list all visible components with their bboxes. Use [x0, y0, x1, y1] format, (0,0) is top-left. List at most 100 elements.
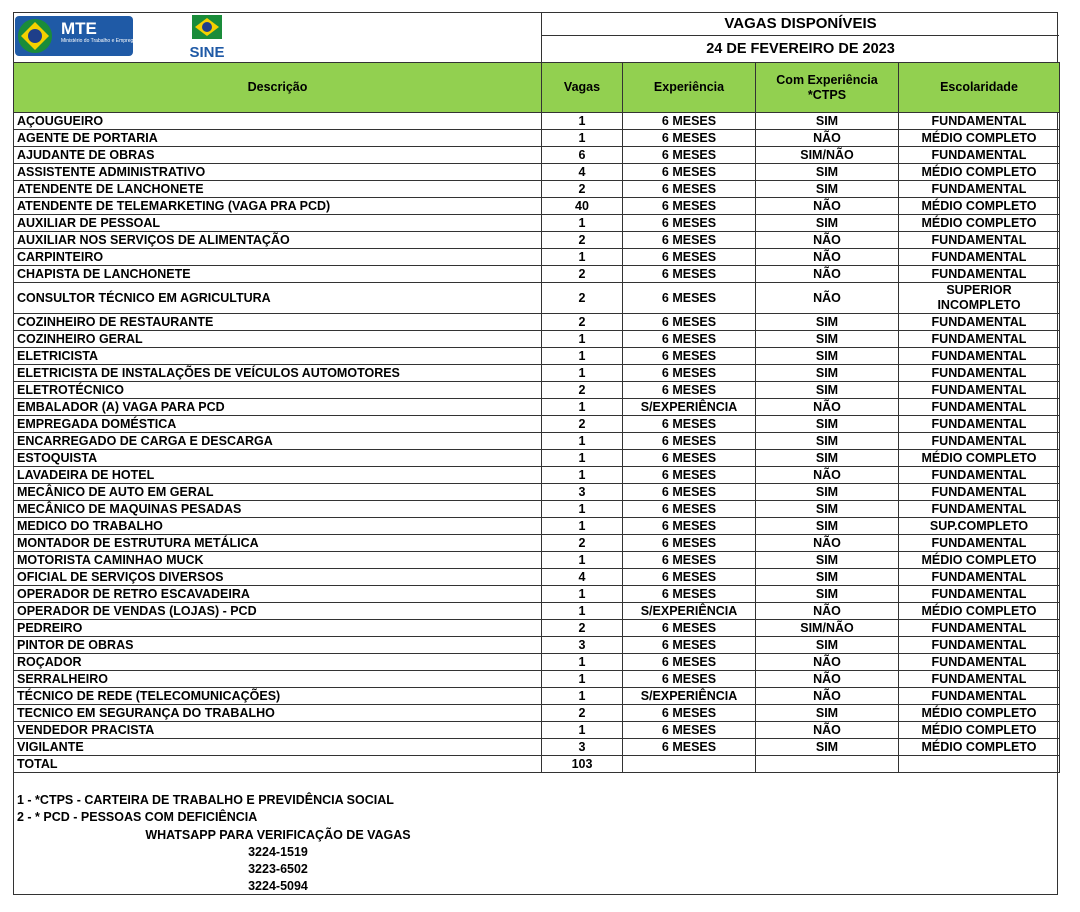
table-cell: 6 MESES	[622, 129, 756, 147]
table-cell: FUNDAMENTAL	[898, 483, 1060, 501]
table-row: ELETRICISTA 1 6 MESES SIM FUNDAMENTAL	[13, 347, 1060, 365]
table-cell: MECÂNICO DE AUTO EM GERAL	[13, 483, 542, 501]
table-cell: 2	[541, 313, 623, 331]
table-cell: FUNDAMENTAL	[898, 231, 1060, 249]
table-cell: 6 MESES	[622, 432, 756, 450]
table-cell: SIM	[755, 364, 899, 382]
empty-cell	[755, 755, 899, 773]
table-cell: 6 MESES	[622, 738, 756, 756]
table-cell: SIM	[755, 347, 899, 365]
table-cell: 6 MESES	[622, 265, 756, 283]
table-cell: FUNDAMENTAL	[898, 500, 1060, 518]
table-cell: 1	[541, 670, 623, 688]
table-cell: MÉDIO COMPLETO	[898, 197, 1060, 215]
table-cell: 1	[541, 347, 623, 365]
table-cell: SUPERIOR INCOMPLETO	[898, 282, 1060, 314]
table-cell: SIM	[755, 214, 899, 232]
table-cell: FUNDAMENTAL	[898, 265, 1060, 283]
table-row: PINTOR DE OBRAS 3 6 MESES SIM FUNDAMENTAL	[13, 636, 1060, 654]
table-cell: 6 MESES	[622, 619, 756, 637]
table-cell: OPERADOR DE VENDAS (LOJAS) - PCD	[13, 602, 542, 620]
table-cell: AÇOUGUEIRO	[13, 112, 542, 130]
table-cell: CARPINTEIRO	[13, 248, 542, 266]
table-cell: SIM	[755, 568, 899, 586]
table-row: OPERADOR DE VENDAS (LOJAS) - PCD 1 S/EXPER…	[13, 602, 1060, 620]
sine-text: SINE	[189, 44, 224, 61]
table-cell: OFICIAL DE SERVIÇOS DIVERSOS	[13, 568, 542, 586]
table-cell: 6 MESES	[622, 347, 756, 365]
table-cell: 6 MESES	[622, 248, 756, 266]
table-cell: MÉDIO COMPLETO	[898, 163, 1060, 181]
table-cell: LAVADEIRA DE HOTEL	[13, 466, 542, 484]
column-header: Experiência	[622, 62, 756, 113]
table-cell: TECNICO EM SEGURANÇA DO TRABALHO	[13, 704, 542, 722]
table-cell: ATENDENTE DE LANCHONETE	[13, 180, 542, 198]
table-cell: MÉDIO COMPLETO	[898, 214, 1060, 232]
table-cell: 4	[541, 568, 623, 586]
table-row: ATENDENTE DE TELEMARKETING (VAGA PRA PCD…	[13, 197, 1060, 215]
table-cell: FUNDAMENTAL	[898, 313, 1060, 331]
table-row: CONSULTOR TÉCNICO EM AGRICULTURA 2 6 MESES…	[13, 282, 1060, 314]
table-cell: NÃO	[755, 721, 899, 739]
column-header: Com Experiência *CTPS	[755, 62, 899, 113]
table-row: AJUDANTE DE OBRAS 6 6 MESES SIM/NÃO FUNDAMEN…	[13, 146, 1060, 164]
table-cell: SIM	[755, 704, 899, 722]
table-cell: FUNDAMENTAL	[898, 568, 1060, 586]
table-cell: ELETROTÉCNICO	[13, 381, 542, 399]
mte-acronym: MTE	[61, 19, 97, 38]
jobs-table: Descrição Vagas Experiência Com Experiência…	[13, 62, 1060, 773]
table-row: MECÂNICO DE MAQUINAS PESADAS 1 6 MESES SIM F…	[13, 500, 1060, 518]
table-row: TÉCNICO DE REDE (TELECOMUNICAÇÕES) 1 S/EXP…	[13, 687, 1060, 705]
table-cell: FUNDAMENTAL	[898, 180, 1060, 198]
table-cell: 1	[541, 517, 623, 535]
table-cell: NÃO	[755, 653, 899, 671]
table-cell: 6 MESES	[622, 449, 756, 467]
table-cell: 6 MESES	[622, 585, 756, 603]
table-cell: ENCARREGADO DE CARGA E DESCARGA	[13, 432, 542, 450]
table-cell: 6 MESES	[622, 653, 756, 671]
table-cell: 6 MESES	[622, 517, 756, 535]
table-cell: 1	[541, 248, 623, 266]
table-cell: FUNDAMENTAL	[898, 415, 1060, 433]
table-row: COZINHEIRO GERAL 1 6 MESES SIM FUNDAMENTAL	[13, 330, 1060, 348]
table-row: ATENDENTE DE LANCHONETE 2 6 MESES SIM FUNDAM…	[13, 180, 1060, 198]
table-cell: 6 MESES	[622, 704, 756, 722]
table-cell: 6 MESES	[622, 568, 756, 586]
table-cell: NÃO	[755, 265, 899, 283]
table-cell: FUNDAMENTAL	[898, 670, 1060, 688]
table-cell: 6 MESES	[622, 197, 756, 215]
table-cell: NÃO	[755, 670, 899, 688]
table-cell: ELETRICISTA	[13, 347, 542, 365]
table-row: AUXILIAR NOS SERVIÇOS DE ALIMENTAÇÃO 2 6 M…	[13, 231, 1060, 249]
table-cell: 1	[541, 449, 623, 467]
table-cell: 1	[541, 432, 623, 450]
table-cell: NÃO	[755, 534, 899, 552]
table-row: ENCARREGADO DE CARGA E DESCARGA 1 6 MESES S…	[13, 432, 1060, 450]
mte-logo: MTE Ministério do Trabalho e Emprego	[15, 16, 136, 56]
table-cell: NÃO	[755, 129, 899, 147]
table-row: ROÇADOR 1 6 MESES NÃO FUNDAMENTAL	[13, 653, 1060, 671]
table-cell: MOTORISTA CAMINHAO MUCK	[13, 551, 542, 569]
table-row: MONTADOR DE ESTRUTURA METÁLICA 2 6 MESES NÃ…	[13, 534, 1060, 552]
table-cell: SERRALHEIRO	[13, 670, 542, 688]
table-cell: 6 MESES	[622, 214, 756, 232]
table-cell: 1	[541, 398, 623, 416]
empty-cell	[622, 755, 756, 773]
table-cell: EMBALADOR (A) VAGA PARA PCD	[13, 398, 542, 416]
table-cell: S/EXPERIÊNCIA	[622, 398, 756, 416]
table-cell: 2	[541, 534, 623, 552]
table-cell: FUNDAMENTAL	[898, 466, 1060, 484]
table-cell: CHAPISTA DE LANCHONETE	[13, 265, 542, 283]
table-cell: NÃO	[755, 687, 899, 705]
table-cell: 1	[541, 364, 623, 382]
table-cell: 6 MESES	[622, 483, 756, 501]
table-cell: SIM	[755, 585, 899, 603]
footnote: 1 - *CTPS - CARTEIRA DE TRABALHO E PREVI…	[17, 793, 394, 807]
table-row: VIGILANTE 3 6 MESES SIM MÉDIO COMPLETO	[13, 738, 1060, 756]
total-label: TOTAL	[13, 755, 542, 773]
table-cell: 2	[541, 265, 623, 283]
table-cell: 4	[541, 163, 623, 181]
table-cell: SIM	[755, 381, 899, 399]
table-cell: SIM	[755, 415, 899, 433]
table-cell: AUXILIAR DE PESSOAL	[13, 214, 542, 232]
